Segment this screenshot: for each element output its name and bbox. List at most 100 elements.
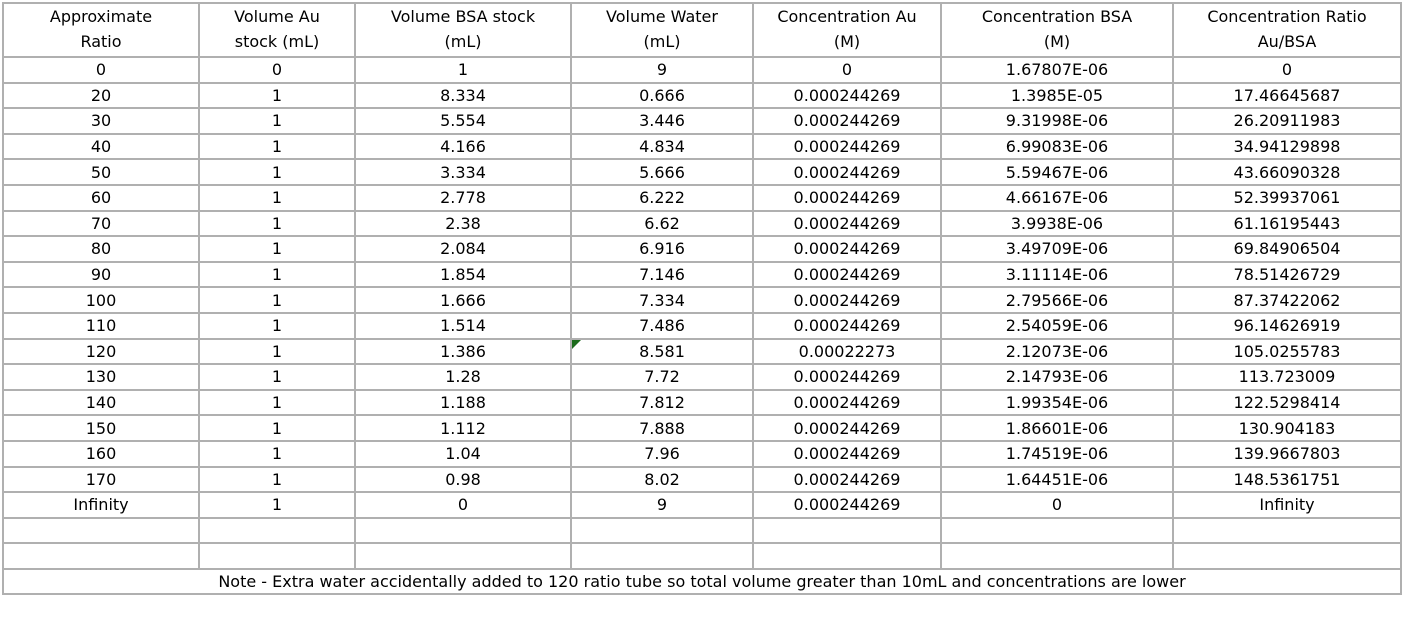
column-header-3[interactable]: Volume BSA stock (mL) (354, 2, 572, 58)
cell[interactable]: 0.000244269 (752, 311, 942, 340)
cell[interactable]: 0 (354, 491, 572, 519)
cell[interactable]: 4.166 (354, 132, 572, 161)
selected-cell[interactable]: 8.581 (570, 337, 754, 366)
cell[interactable]: 17.46645687 (1172, 81, 1402, 110)
cell[interactable]: 50 (2, 158, 200, 186)
empty-cell[interactable] (198, 516, 356, 545)
cell[interactable]: 2.12073E-06 (940, 337, 1174, 366)
cell[interactable]: 1.04 (354, 439, 572, 468)
column-header-6[interactable]: Concentration BSA (M) (940, 2, 1174, 58)
cell[interactable]: 0.000244269 (752, 107, 942, 135)
cell[interactable]: 1.86601E-06 (940, 414, 1174, 442)
cell[interactable]: 7.812 (570, 388, 754, 417)
cell[interactable]: 0.000244269 (752, 132, 942, 161)
cell[interactable]: 160 (2, 439, 200, 468)
cell[interactable]: 0 (2, 56, 200, 84)
empty-cell[interactable] (1172, 516, 1402, 545)
cell[interactable]: 0.000244269 (752, 388, 942, 417)
cell[interactable]: 1.188 (354, 388, 572, 417)
cell[interactable]: 7.72 (570, 363, 754, 391)
cell[interactable]: 70 (2, 209, 200, 238)
cell[interactable]: 130.904183 (1172, 414, 1402, 442)
cell[interactable]: Infinity (1172, 491, 1402, 519)
cell[interactable]: 0 (1172, 56, 1402, 84)
cell[interactable]: 0.000244269 (752, 235, 942, 263)
cell[interactable]: 1 (198, 388, 356, 417)
cell[interactable]: 140 (2, 388, 200, 417)
cell[interactable]: 100 (2, 286, 200, 314)
cell[interactable]: 0.00022273 (752, 337, 942, 366)
cell[interactable]: 3.9938E-06 (940, 209, 1174, 238)
cell[interactable]: 0.000244269 (752, 465, 942, 494)
column-header-4[interactable]: Volume Water (mL) (570, 2, 754, 58)
cell[interactable]: 148.5361751 (1172, 465, 1402, 494)
cell[interactable]: 1 (198, 491, 356, 519)
cell[interactable]: 0 (198, 56, 356, 84)
cell[interactable]: 1 (198, 337, 356, 366)
cell[interactable]: 105.0255783 (1172, 337, 1402, 366)
cell[interactable]: 7.96 (570, 439, 754, 468)
cell[interactable]: 43.66090328 (1172, 158, 1402, 186)
cell[interactable]: 0 (752, 56, 942, 84)
cell[interactable]: 1 (198, 107, 356, 135)
cell[interactable]: 0.000244269 (752, 286, 942, 314)
cell[interactable]: 1.514 (354, 311, 572, 340)
cell[interactable]: 1 (198, 260, 356, 289)
cell[interactable]: 1 (198, 363, 356, 391)
cell[interactable]: 7.146 (570, 260, 754, 289)
cell[interactable]: 1.64451E-06 (940, 465, 1174, 494)
cell[interactable]: 2.778 (354, 183, 572, 212)
cell[interactable]: 3.446 (570, 107, 754, 135)
cell[interactable]: 1.666 (354, 286, 572, 314)
cell[interactable]: 6.916 (570, 235, 754, 263)
cell[interactable]: 1 (198, 465, 356, 494)
empty-cell[interactable] (940, 542, 1174, 570)
cell[interactable]: 0.000244269 (752, 491, 942, 519)
column-header-5[interactable]: Concentration Au (M) (752, 2, 942, 58)
column-header-1[interactable]: Approximate Ratio (2, 2, 200, 58)
cell[interactable]: 1.3985E-05 (940, 81, 1174, 110)
cell[interactable]: 110 (2, 311, 200, 340)
cell[interactable]: 1 (198, 132, 356, 161)
cell[interactable]: 8.02 (570, 465, 754, 494)
cell[interactable]: 78.51426729 (1172, 260, 1402, 289)
empty-cell[interactable] (2, 516, 200, 545)
cell[interactable]: 139.9667803 (1172, 439, 1402, 468)
cell[interactable]: 80 (2, 235, 200, 263)
column-header-2[interactable]: Volume Au stock (mL) (198, 2, 356, 58)
cell[interactable]: 60 (2, 183, 200, 212)
cell[interactable]: 5.59467E-06 (940, 158, 1174, 186)
cell[interactable]: 9.31998E-06 (940, 107, 1174, 135)
cell[interactable]: 1.99354E-06 (940, 388, 1174, 417)
cell[interactable]: 0.000244269 (752, 363, 942, 391)
cell[interactable]: 9 (570, 56, 754, 84)
cell[interactable]: 1 (198, 209, 356, 238)
cell[interactable]: 0.000244269 (752, 209, 942, 238)
cell[interactable]: 170 (2, 465, 200, 494)
cell[interactable]: 87.37422062 (1172, 286, 1402, 314)
empty-cell[interactable] (940, 516, 1174, 545)
cell[interactable]: 3.11114E-06 (940, 260, 1174, 289)
cell[interactable]: 1 (198, 414, 356, 442)
cell[interactable]: 7.888 (570, 414, 754, 442)
cell[interactable]: 8.334 (354, 81, 572, 110)
column-header-7[interactable]: Concentration Ratio Au/BSA (1172, 2, 1402, 58)
cell[interactable]: 2.79566E-06 (940, 286, 1174, 314)
cell[interactable]: 1.386 (354, 337, 572, 366)
cell[interactable]: 120 (2, 337, 200, 366)
cell[interactable]: 1.74519E-06 (940, 439, 1174, 468)
cell[interactable]: 0.000244269 (752, 158, 942, 186)
cell[interactable]: 2.084 (354, 235, 572, 263)
cell[interactable]: 69.84906504 (1172, 235, 1402, 263)
cell[interactable]: 0.000244269 (752, 260, 942, 289)
cell[interactable]: 7.334 (570, 286, 754, 314)
cell[interactable]: 6.62 (570, 209, 754, 238)
cell[interactable]: 0.666 (570, 81, 754, 110)
cell[interactable]: 1 (198, 81, 356, 110)
cell[interactable]: 122.5298414 (1172, 388, 1402, 417)
cell[interactable]: 7.486 (570, 311, 754, 340)
cell[interactable]: 0 (940, 491, 1174, 519)
empty-cell[interactable] (1172, 542, 1402, 570)
cell[interactable]: 1.28 (354, 363, 572, 391)
cell[interactable]: 30 (2, 107, 200, 135)
